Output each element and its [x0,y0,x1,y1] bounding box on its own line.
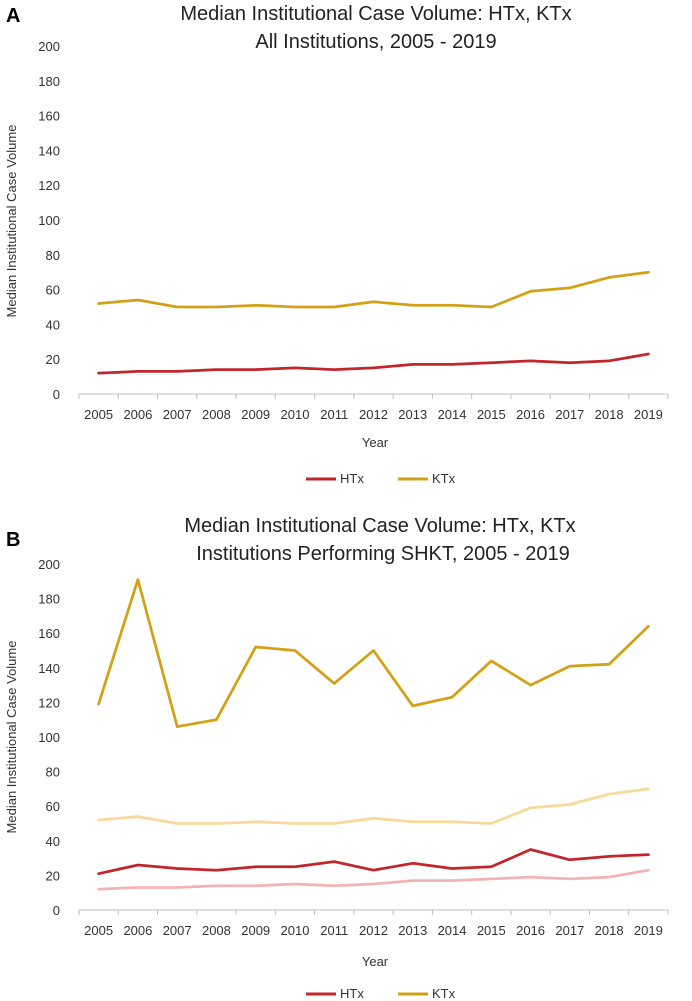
x-tick-label: 2008 [202,407,231,422]
y-tick-label: 20 [46,868,60,883]
y-tick-label: 0 [53,903,60,918]
panel-letter-b: B [6,529,20,551]
series-line-ktx [97,578,650,728]
x-tick-label: 2013 [398,407,427,422]
series-line-htx [97,848,650,876]
y-tick-label: 40 [46,317,60,332]
x-tick-label: 2015 [477,923,506,938]
y-tick-label: 120 [38,178,60,193]
series-line-htx [97,352,650,375]
x-tick-label: 2011 [320,923,348,938]
legend: HTx KTx [306,986,456,1001]
x-tick-label: 2012 [359,923,388,938]
y-tick-label: 80 [46,765,60,780]
x-tick-label: 2005 [84,407,113,422]
x-tick-label: 2015 [477,407,506,422]
x-tick-label: 2005 [84,923,113,938]
x-axis: 2005 2006 2007 2008 2009 2010 2011 2012 2013 2014… [78,394,669,422]
x-tick-label: 2017 [555,923,584,938]
x-axis: 2005 2006 2007 2008 2009 2010 2011 2012 2013 2014… [78,910,669,938]
series-group [97,578,650,891]
x-tick-label: 2016 [516,923,545,938]
y-tick-label: 200 [38,39,60,54]
x-tick-label: 2018 [595,923,624,938]
y-tick-label: 60 [46,799,60,814]
legend-label-htx: HTx [340,986,364,1001]
x-tick-label: 2019 [634,923,663,938]
series-line-ktx-all-institutions [97,787,650,825]
panel-letter-a: A [6,5,20,27]
y-tick-label: 100 [38,730,60,745]
x-tick-label: 2007 [163,923,192,938]
x-tick-label: 2008 [202,923,231,938]
x-tick-label: 2006 [123,923,152,938]
x-tick-label: 2012 [359,407,388,422]
y-tick-label: 0 [53,387,60,402]
series-group [97,270,650,375]
chart-title-line-2: All Institutions, 2005 - 2019 [255,31,496,53]
x-tick-label: 2018 [595,407,624,422]
panel-a: A Median Institutional Case Volume: HTx,… [4,3,669,486]
panel-b: B Median Institutional Case Volume: HTx,… [4,515,669,1001]
chart-title-line-1: Median Institutional Case Volume: HTx, K… [180,3,571,25]
y-axis: 0 20 40 60 80 100 120 140 160 180 200 [38,557,668,918]
y-tick-label: 160 [38,109,60,124]
y-axis-label: Median Institutional Case Volume [4,125,19,318]
legend-label-htx: HTx [340,471,364,486]
x-tick-label: 2011 [320,407,348,422]
y-tick-label: 60 [46,283,60,298]
y-tick-label: 200 [38,557,60,572]
y-tick-label: 20 [46,352,60,367]
y-tick-label: 40 [46,834,60,849]
y-axis-label: Median Institutional Case Volume [4,641,19,834]
x-axis-label: Year [362,435,389,450]
y-tick-label: 120 [38,695,60,710]
y-tick-label: 140 [38,143,60,158]
x-tick-label: 2016 [516,407,545,422]
series-line-htx-all-institutions [97,868,650,891]
y-tick-label: 180 [38,592,60,607]
y-tick-label: 180 [38,74,60,89]
x-tick-label: 2019 [634,407,663,422]
legend-label-ktx: KTx [432,471,456,486]
y-axis: 0 20 40 60 80 100 120 140 160 180 200 [38,39,668,402]
y-tick-label: 160 [38,626,60,641]
chart-title-line-2: Institutions Performing SHKT, 2005 - 201… [196,543,570,565]
x-tick-label: 2006 [123,407,152,422]
chart-title-line-1: Median Institutional Case Volume: HTx, K… [184,515,575,537]
x-tick-label: 2014 [438,923,467,938]
y-tick-label: 100 [38,213,60,228]
x-tick-label: 2007 [163,407,192,422]
x-tick-label: 2013 [398,923,427,938]
x-tick-label: 2010 [281,407,310,422]
x-axis-label: Year [362,954,389,969]
x-tick-label: 2017 [555,407,584,422]
x-tick-label: 2010 [281,923,310,938]
legend-label-ktx: KTx [432,986,456,1001]
legend: HTx KTx [306,471,456,486]
y-tick-label: 140 [38,661,60,676]
x-tick-label: 2009 [241,407,270,422]
x-tick-label: 2009 [241,923,270,938]
y-tick-label: 80 [46,248,60,263]
series-line-ktx [97,270,650,309]
x-tick-label: 2014 [438,407,467,422]
